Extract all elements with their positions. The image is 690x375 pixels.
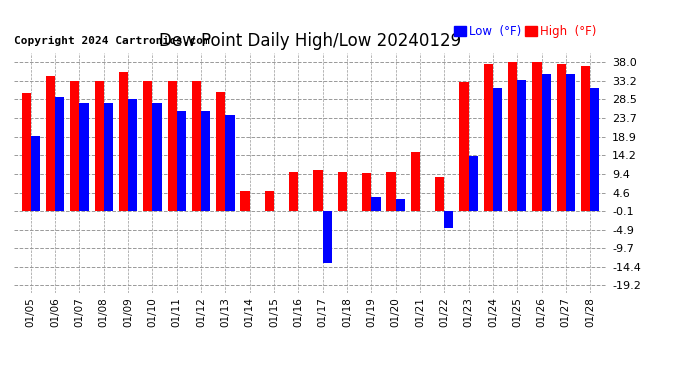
Bar: [21, 93, 31, 210]
Bar: [240, 191, 250, 210]
Bar: [192, 81, 201, 210]
Bar: [460, 82, 469, 210]
Bar: [484, 64, 493, 210]
Bar: [518, 80, 526, 210]
Bar: [313, 170, 323, 210]
Bar: [274, 210, 284, 211]
Bar: [216, 92, 226, 210]
Bar: [46, 76, 55, 210]
Bar: [347, 210, 356, 211]
Bar: [493, 88, 502, 210]
Bar: [144, 81, 152, 210]
Bar: [444, 210, 453, 228]
Bar: [265, 191, 274, 210]
Title: Dew Point Daily High/Low 20240129: Dew Point Daily High/Low 20240129: [159, 32, 462, 50]
Bar: [119, 72, 128, 210]
Bar: [557, 64, 566, 210]
Bar: [581, 66, 590, 210]
Bar: [31, 136, 40, 210]
Bar: [566, 74, 575, 210]
Bar: [289, 171, 298, 210]
Bar: [226, 115, 235, 210]
Bar: [362, 174, 371, 210]
Bar: [55, 98, 64, 210]
Bar: [542, 74, 551, 210]
Bar: [168, 81, 177, 210]
Bar: [532, 62, 542, 210]
Bar: [152, 103, 161, 210]
Bar: [128, 99, 137, 210]
Text: Copyright 2024 Cartronics.com: Copyright 2024 Cartronics.com: [14, 36, 210, 46]
Bar: [371, 197, 381, 210]
Bar: [323, 210, 332, 263]
Bar: [79, 103, 89, 210]
Bar: [508, 62, 518, 210]
Bar: [201, 111, 210, 210]
Legend: Low  (°F), High  (°F): Low (°F), High (°F): [449, 20, 601, 42]
Bar: [298, 210, 308, 211]
Bar: [104, 103, 113, 210]
Bar: [469, 156, 477, 210]
Bar: [435, 177, 444, 210]
Bar: [411, 152, 420, 210]
Bar: [590, 88, 600, 210]
Bar: [386, 171, 395, 210]
Bar: [420, 210, 429, 211]
Bar: [337, 171, 347, 210]
Bar: [95, 81, 103, 210]
Bar: [395, 199, 405, 210]
Bar: [70, 81, 79, 210]
Bar: [250, 210, 259, 211]
Bar: [177, 111, 186, 210]
